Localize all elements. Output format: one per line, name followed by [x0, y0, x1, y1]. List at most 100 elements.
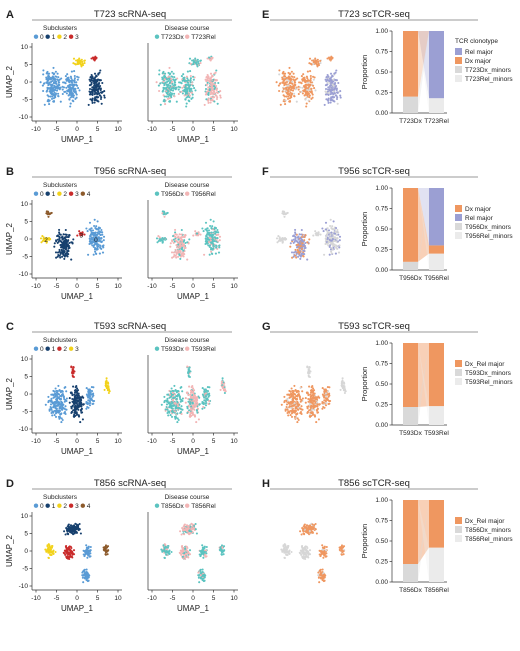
subcluster-legend-swatch — [68, 34, 74, 39]
umap-y-tick-label: 10 — [21, 513, 29, 520]
umap-point — [46, 210, 49, 213]
umap-point — [47, 100, 50, 103]
umap-point — [328, 400, 331, 403]
umap-point — [325, 76, 328, 79]
umap-point — [306, 530, 309, 533]
umap-point — [170, 87, 173, 90]
umap-point — [301, 390, 304, 393]
umap-point — [64, 82, 67, 85]
tcr-legend-swatch — [455, 369, 462, 376]
umap-point — [308, 89, 311, 92]
umap-point — [49, 87, 52, 90]
umap-point — [101, 251, 105, 254]
umap-point — [57, 384, 60, 387]
umap-point — [199, 569, 202, 572]
umap-point — [296, 401, 299, 404]
umap-point — [73, 62, 76, 65]
umap-point — [309, 79, 312, 82]
umap-point — [173, 402, 176, 405]
umap-point — [70, 552, 73, 555]
umap-point — [186, 392, 189, 395]
umap-point — [206, 227, 209, 230]
umap-point — [173, 79, 176, 82]
umap-point — [314, 396, 317, 400]
umap-point — [53, 245, 56, 248]
umap-point — [70, 81, 74, 84]
umap-point — [101, 231, 104, 234]
tcr-legend-label: T593Rel_minors — [465, 379, 513, 386]
umap-point — [300, 533, 303, 536]
umap-point — [99, 240, 102, 243]
umap-point — [61, 418, 64, 422]
umap-point — [182, 255, 185, 258]
umap-point — [59, 256, 62, 259]
umap-point — [295, 256, 298, 259]
umap-point — [42, 236, 45, 239]
umap-point — [94, 91, 97, 94]
umap-point — [186, 70, 189, 73]
umap-point — [54, 78, 57, 81]
umap-point — [179, 400, 182, 403]
umap-point — [192, 75, 195, 78]
umap-x-label: UMAP_1 — [61, 292, 94, 301]
umap-point — [312, 75, 315, 78]
umap-point — [307, 371, 310, 374]
umap-point — [303, 253, 306, 256]
umap-point — [171, 401, 174, 405]
umap-point — [201, 575, 204, 578]
umap-point — [54, 92, 58, 95]
umap-point — [174, 88, 177, 91]
umap-point — [200, 551, 203, 554]
umap-point — [64, 228, 67, 232]
umap-point — [64, 75, 67, 78]
umap-point — [87, 396, 90, 399]
umap-point — [73, 84, 76, 87]
umap-point — [176, 401, 179, 404]
umap-point — [181, 86, 184, 89]
umap-point — [56, 390, 59, 393]
umap-point — [91, 86, 94, 89]
umap-point — [181, 92, 184, 95]
umap-point — [280, 239, 284, 242]
umap-point — [281, 72, 284, 75]
umap-point — [331, 225, 334, 228]
umap-subclusters — [44, 365, 111, 424]
alluvial-flow — [418, 343, 429, 425]
bar-y-tick-label: 1.00 — [375, 340, 388, 347]
umap-point — [88, 221, 92, 224]
umap-point — [327, 393, 330, 396]
umap-point — [323, 103, 326, 106]
umap-point — [64, 412, 67, 416]
umap-x-tick-label: -10 — [31, 126, 41, 133]
umap-x-label: UMAP_1 — [177, 604, 210, 613]
umap-x-tick-label: 10 — [230, 126, 238, 133]
umap-point — [319, 59, 322, 62]
umap-point — [161, 78, 165, 81]
umap-point — [213, 92, 216, 95]
umap-point — [188, 402, 191, 405]
umap-point — [291, 82, 294, 85]
tcr-legend-swatch — [455, 57, 462, 64]
umap-point — [170, 78, 173, 81]
umap-point — [182, 77, 185, 80]
umap-point — [294, 88, 297, 91]
umap-point — [179, 552, 182, 555]
umap-point — [290, 407, 293, 410]
umap-point — [207, 241, 211, 244]
umap-y-tick-label: 5 — [24, 219, 28, 226]
umap-point — [54, 407, 57, 410]
subcluster-legend-label: 0 — [40, 34, 44, 41]
umap-point — [183, 533, 186, 536]
umap-point — [196, 234, 200, 237]
umap-point — [189, 74, 192, 78]
umap-point — [304, 241, 307, 245]
subcluster-legend-label: 0 — [40, 346, 44, 353]
umap-point — [165, 212, 168, 215]
umap-x-tick-label: 10 — [230, 595, 238, 602]
umap-point — [318, 403, 321, 406]
umap-point — [177, 88, 180, 91]
bar-y-label: Proportion — [360, 212, 369, 247]
umap-point — [100, 228, 103, 232]
umap-point — [192, 84, 195, 87]
umap-point — [179, 530, 182, 533]
